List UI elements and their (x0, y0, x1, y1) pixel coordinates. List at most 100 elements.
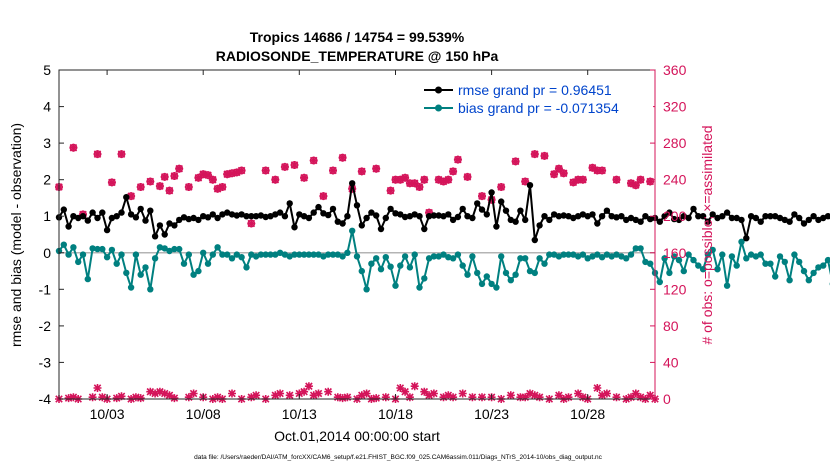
rmse-point (339, 220, 346, 227)
bias-point (800, 267, 808, 275)
obs-rejected-point (554, 391, 563, 400)
rmse-point (747, 213, 755, 220)
y2-axis-label: # of obs: o=possible; ×=assimilated (699, 125, 715, 344)
bias-point (310, 251, 317, 258)
bias-point (358, 267, 365, 275)
bias-point (449, 255, 457, 262)
bias-point (209, 251, 216, 258)
rmse-point (185, 215, 192, 223)
obs-assimilated-point (593, 166, 602, 175)
rmse-point (176, 216, 183, 224)
obs-rejected-point (117, 392, 126, 401)
rmse-point (411, 211, 418, 218)
bias-point (474, 269, 481, 277)
bias-point (704, 251, 712, 258)
bias-point (257, 251, 265, 258)
obs-assimilated-point (434, 175, 443, 184)
rmse-point (449, 216, 457, 224)
obs-rejected-point (338, 394, 347, 403)
bias-point (478, 280, 486, 288)
bias-point (680, 267, 687, 275)
rmse-point (368, 209, 375, 216)
obs-rejected-point (439, 393, 448, 402)
rmse-point (738, 216, 745, 224)
obs-assimilated-point (386, 186, 395, 195)
obs-assimilated-point (127, 192, 136, 201)
bias-point (767, 260, 774, 267)
obs-assimilated-point (107, 178, 116, 187)
rmse-point (598, 213, 606, 220)
rmse-point (416, 213, 423, 220)
obs-assimilated-point (646, 177, 655, 186)
rmse-point (262, 213, 269, 221)
bias-point (262, 251, 269, 258)
obs-rejected-point (151, 389, 160, 398)
bias-point (565, 251, 572, 258)
rmse-point (656, 218, 663, 225)
obs-assimilated-point (69, 143, 78, 152)
bias-point (695, 262, 702, 269)
obs-assimilated-point (93, 150, 102, 159)
bias-point (584, 255, 591, 262)
rmse-point (820, 214, 827, 222)
obs-rejected-point (285, 391, 294, 400)
obs-assimilated-point (439, 177, 448, 186)
bias-point (276, 249, 284, 256)
bias-point (127, 284, 135, 291)
rmse-point (623, 216, 630, 224)
obs-assimilated-point (410, 179, 419, 188)
bias-point (762, 260, 769, 267)
chart-title-line1: Tropics 14686 / 14754 = 99.539% (250, 29, 465, 45)
bias-point (286, 253, 293, 260)
bias-point (406, 264, 414, 271)
bias-point (132, 251, 140, 258)
bias-point (353, 253, 361, 260)
bias-point (204, 260, 212, 267)
bias-point (344, 249, 351, 256)
obs-assimilated-point (280, 162, 289, 171)
obs-rejected-point (372, 394, 381, 403)
rmse-point (579, 211, 587, 218)
bias-point (185, 251, 192, 258)
bias-point (339, 253, 346, 260)
bias-point (368, 260, 375, 267)
bias-point (382, 254, 389, 261)
obs-assimilated-point (478, 192, 486, 201)
y-tick-label: 0 (43, 245, 51, 261)
rmse-point (627, 214, 635, 222)
bias-point (123, 269, 130, 277)
rmse-point (757, 218, 764, 225)
bias-point (84, 275, 92, 283)
left-axis: -4 -3 -2 -1 0 1 2 3 4 5 (39, 62, 64, 407)
obs-assimilated-point (401, 173, 410, 182)
y-tick-label: 3 (43, 135, 51, 151)
obs-assimilated-point (372, 164, 381, 173)
rmse-point (421, 225, 428, 233)
rmse-point (560, 212, 567, 219)
bias-point (522, 255, 529, 262)
rmse-point (243, 213, 250, 220)
obs-rejected-point (564, 393, 573, 402)
rmse-point (224, 209, 231, 216)
bias-point (272, 251, 279, 258)
obs-rejected-point (98, 393, 107, 402)
bias-point (373, 255, 380, 262)
obs-assimilated-point (232, 168, 241, 177)
obs-rejected-point (405, 393, 414, 402)
bias-point (666, 269, 673, 277)
rmse-point (589, 211, 596, 218)
rmse-point (171, 222, 178, 229)
rmse-point (546, 216, 553, 224)
rmse-point (123, 194, 130, 201)
rmse-point (180, 214, 188, 221)
rmse-point (435, 212, 442, 219)
bias-point (151, 255, 159, 262)
rmse-point (685, 214, 692, 222)
bias-point (531, 269, 538, 277)
rmse-point (320, 210, 327, 217)
obs-rejected-point (271, 391, 280, 400)
rmse-point (94, 214, 101, 222)
obs-rejected-point (309, 391, 318, 400)
obs-rejected-point (314, 389, 323, 398)
